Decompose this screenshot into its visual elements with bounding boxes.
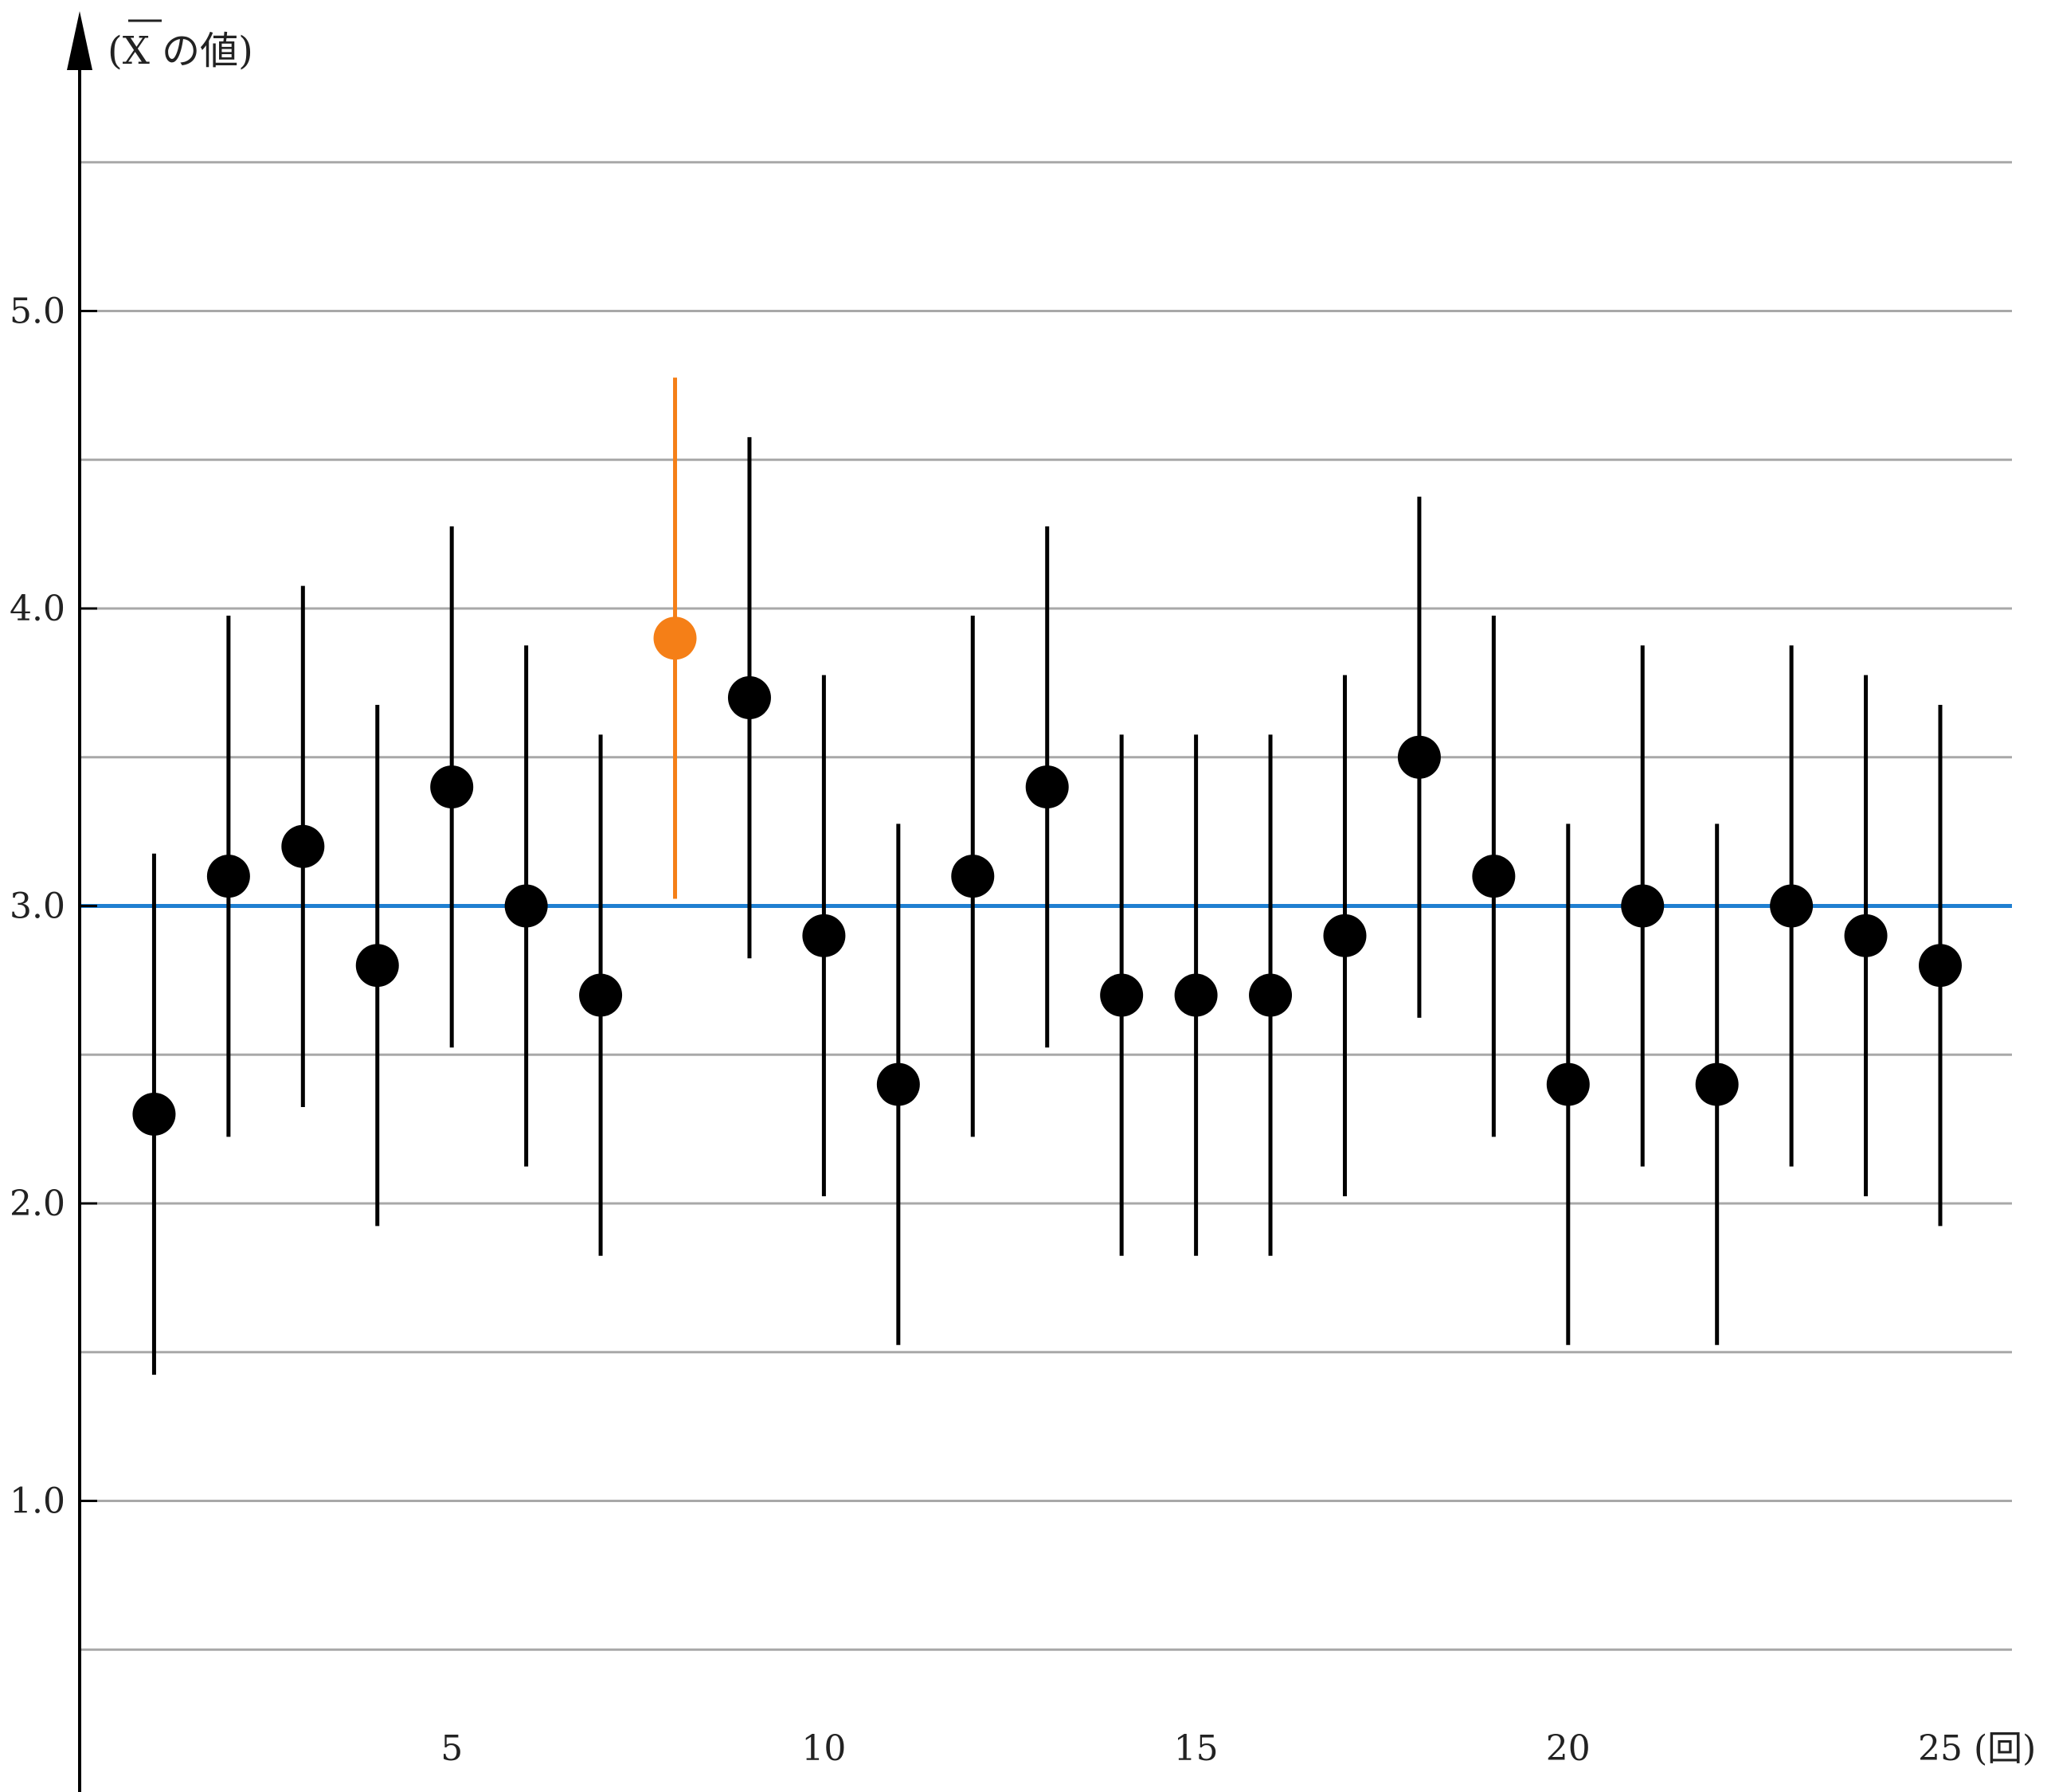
data-point — [727, 676, 771, 720]
axes: (X の値) — [67, 11, 253, 1792]
x-tick-label: 25 — [1918, 1728, 1963, 1769]
data-point — [1397, 735, 1441, 779]
x-tick-label: 10 — [801, 1728, 846, 1769]
data-point — [579, 973, 623, 1017]
data-point — [132, 1092, 176, 1136]
x-tick-label: 5 — [440, 1728, 463, 1769]
data-point — [1323, 914, 1367, 957]
data-point — [1621, 884, 1665, 928]
data-points — [132, 616, 1962, 1136]
data-point — [876, 1062, 920, 1106]
data-point — [281, 824, 325, 868]
y-tick-label: 1.0 — [10, 1481, 65, 1522]
data-point — [951, 855, 995, 898]
data-point — [504, 884, 548, 928]
y-tick-label: 5.0 — [10, 291, 65, 332]
y-axis-arrowhead — [67, 11, 92, 70]
y-axis-title: (X の値) — [108, 29, 253, 73]
error-bars — [151, 378, 1943, 1375]
x-tick-label: 20 — [1546, 1728, 1591, 1769]
data-point — [1770, 884, 1814, 928]
y-tick-label: 2.0 — [10, 1184, 65, 1224]
data-point-highlight — [653, 616, 697, 660]
data-point — [1844, 914, 1888, 957]
data-point — [430, 765, 474, 809]
y-tick-label: 3.0 — [10, 886, 65, 927]
x-tick-label: 15 — [1174, 1728, 1219, 1769]
data-point — [206, 855, 250, 898]
x-axis-unit-label: (回) — [1974, 1728, 2036, 1769]
data-point — [1919, 944, 1962, 988]
data-point — [1174, 973, 1218, 1017]
data-point — [1249, 973, 1293, 1017]
data-point — [1472, 855, 1516, 898]
data-point — [355, 944, 399, 988]
data-point — [1546, 1062, 1590, 1106]
tick-labels: 1.0 2.0 3.0 4.0 5.0 5 10 15 20 25 — [10, 291, 1963, 1770]
data-point — [802, 914, 846, 957]
data-point — [1695, 1062, 1739, 1106]
data-point — [1025, 765, 1069, 809]
y-tick-label: 4.0 — [10, 589, 65, 629]
data-point — [1100, 973, 1144, 1017]
